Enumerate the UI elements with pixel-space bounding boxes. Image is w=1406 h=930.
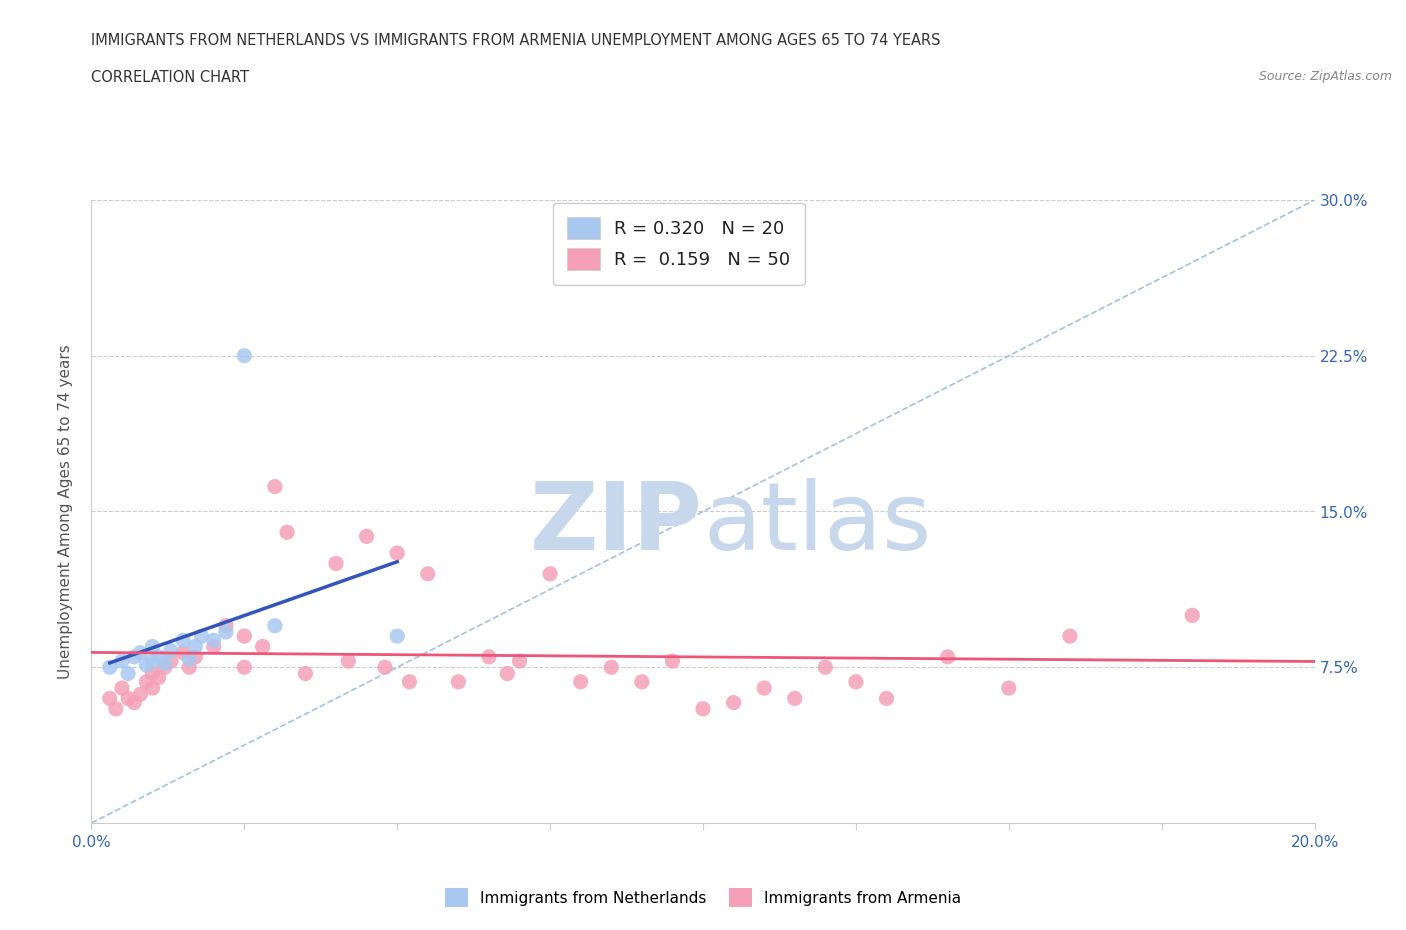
Point (814, 660, 837, 675)
Point (478, 649, 501, 664)
Point (135, 674, 157, 689)
Point (202, 639, 225, 654)
Point (264, 618, 287, 633)
Point (98, 691, 121, 706)
Legend: R = 0.320   N = 20, R =  0.159   N = 50: R = 0.320 N = 20, R = 0.159 N = 50 (553, 203, 804, 285)
Point (631, 674, 654, 689)
Point (385, 546, 409, 561)
Point (264, 479, 287, 494)
Point (398, 674, 420, 689)
Text: IMMIGRANTS FROM NETHERLANDS VS IMMIGRANTS FROM ARMENIA UNEMPLOYMENT AMONG AGES 6: IMMIGRANTS FROM NETHERLANDS VS IMMIGRANT… (91, 33, 941, 47)
Point (153, 660, 176, 675)
Point (875, 691, 898, 706)
Point (215, 618, 238, 633)
Text: CORRELATION CHART: CORRELATION CHART (91, 70, 249, 85)
Point (692, 701, 714, 716)
Point (184, 649, 207, 664)
Point (141, 639, 163, 654)
Point (117, 666, 139, 681)
Point (104, 701, 127, 716)
Point (233, 660, 256, 675)
Point (416, 566, 439, 581)
Point (141, 681, 163, 696)
Point (936, 649, 959, 664)
Point (111, 681, 134, 696)
Point (172, 632, 194, 647)
Point (538, 566, 561, 581)
Point (122, 649, 145, 664)
Point (998, 681, 1021, 696)
Point (1181, 608, 1204, 623)
Point (215, 625, 238, 640)
Point (233, 629, 256, 644)
Point (172, 645, 194, 660)
Point (1059, 629, 1081, 644)
Point (845, 674, 868, 689)
Point (141, 654, 163, 669)
Point (325, 556, 347, 571)
Point (509, 654, 531, 669)
Point (783, 691, 806, 706)
Point (153, 656, 176, 671)
Point (190, 629, 212, 644)
Point (98, 660, 121, 675)
Point (184, 639, 207, 654)
Point (160, 644, 183, 658)
Point (117, 691, 139, 706)
Point (337, 654, 360, 669)
Y-axis label: Unemployment Among Ages 65 to 74 years: Unemployment Among Ages 65 to 74 years (58, 344, 73, 679)
Point (385, 629, 409, 644)
Point (135, 658, 157, 672)
Point (160, 654, 183, 669)
Point (111, 654, 134, 669)
Text: atlas: atlas (703, 478, 931, 570)
Point (179, 660, 201, 675)
Point (148, 671, 170, 685)
Point (122, 695, 145, 710)
Point (356, 529, 378, 544)
Text: Source: ZipAtlas.com: Source: ZipAtlas.com (1258, 70, 1392, 83)
Point (496, 666, 519, 681)
Point (148, 649, 170, 664)
Point (661, 654, 683, 669)
Point (723, 695, 745, 710)
Point (129, 687, 152, 702)
Point (179, 652, 201, 667)
Point (202, 632, 225, 647)
Point (374, 660, 396, 675)
Point (276, 525, 298, 539)
Point (141, 666, 163, 681)
Point (129, 645, 152, 660)
Text: ZIP: ZIP (530, 478, 703, 570)
Point (569, 674, 592, 689)
Point (600, 660, 623, 675)
Point (294, 666, 316, 681)
Point (447, 674, 470, 689)
Point (754, 681, 776, 696)
Legend: Immigrants from Netherlands, Immigrants from Armenia: Immigrants from Netherlands, Immigrants … (439, 883, 967, 913)
Point (252, 639, 274, 654)
Point (233, 349, 256, 364)
